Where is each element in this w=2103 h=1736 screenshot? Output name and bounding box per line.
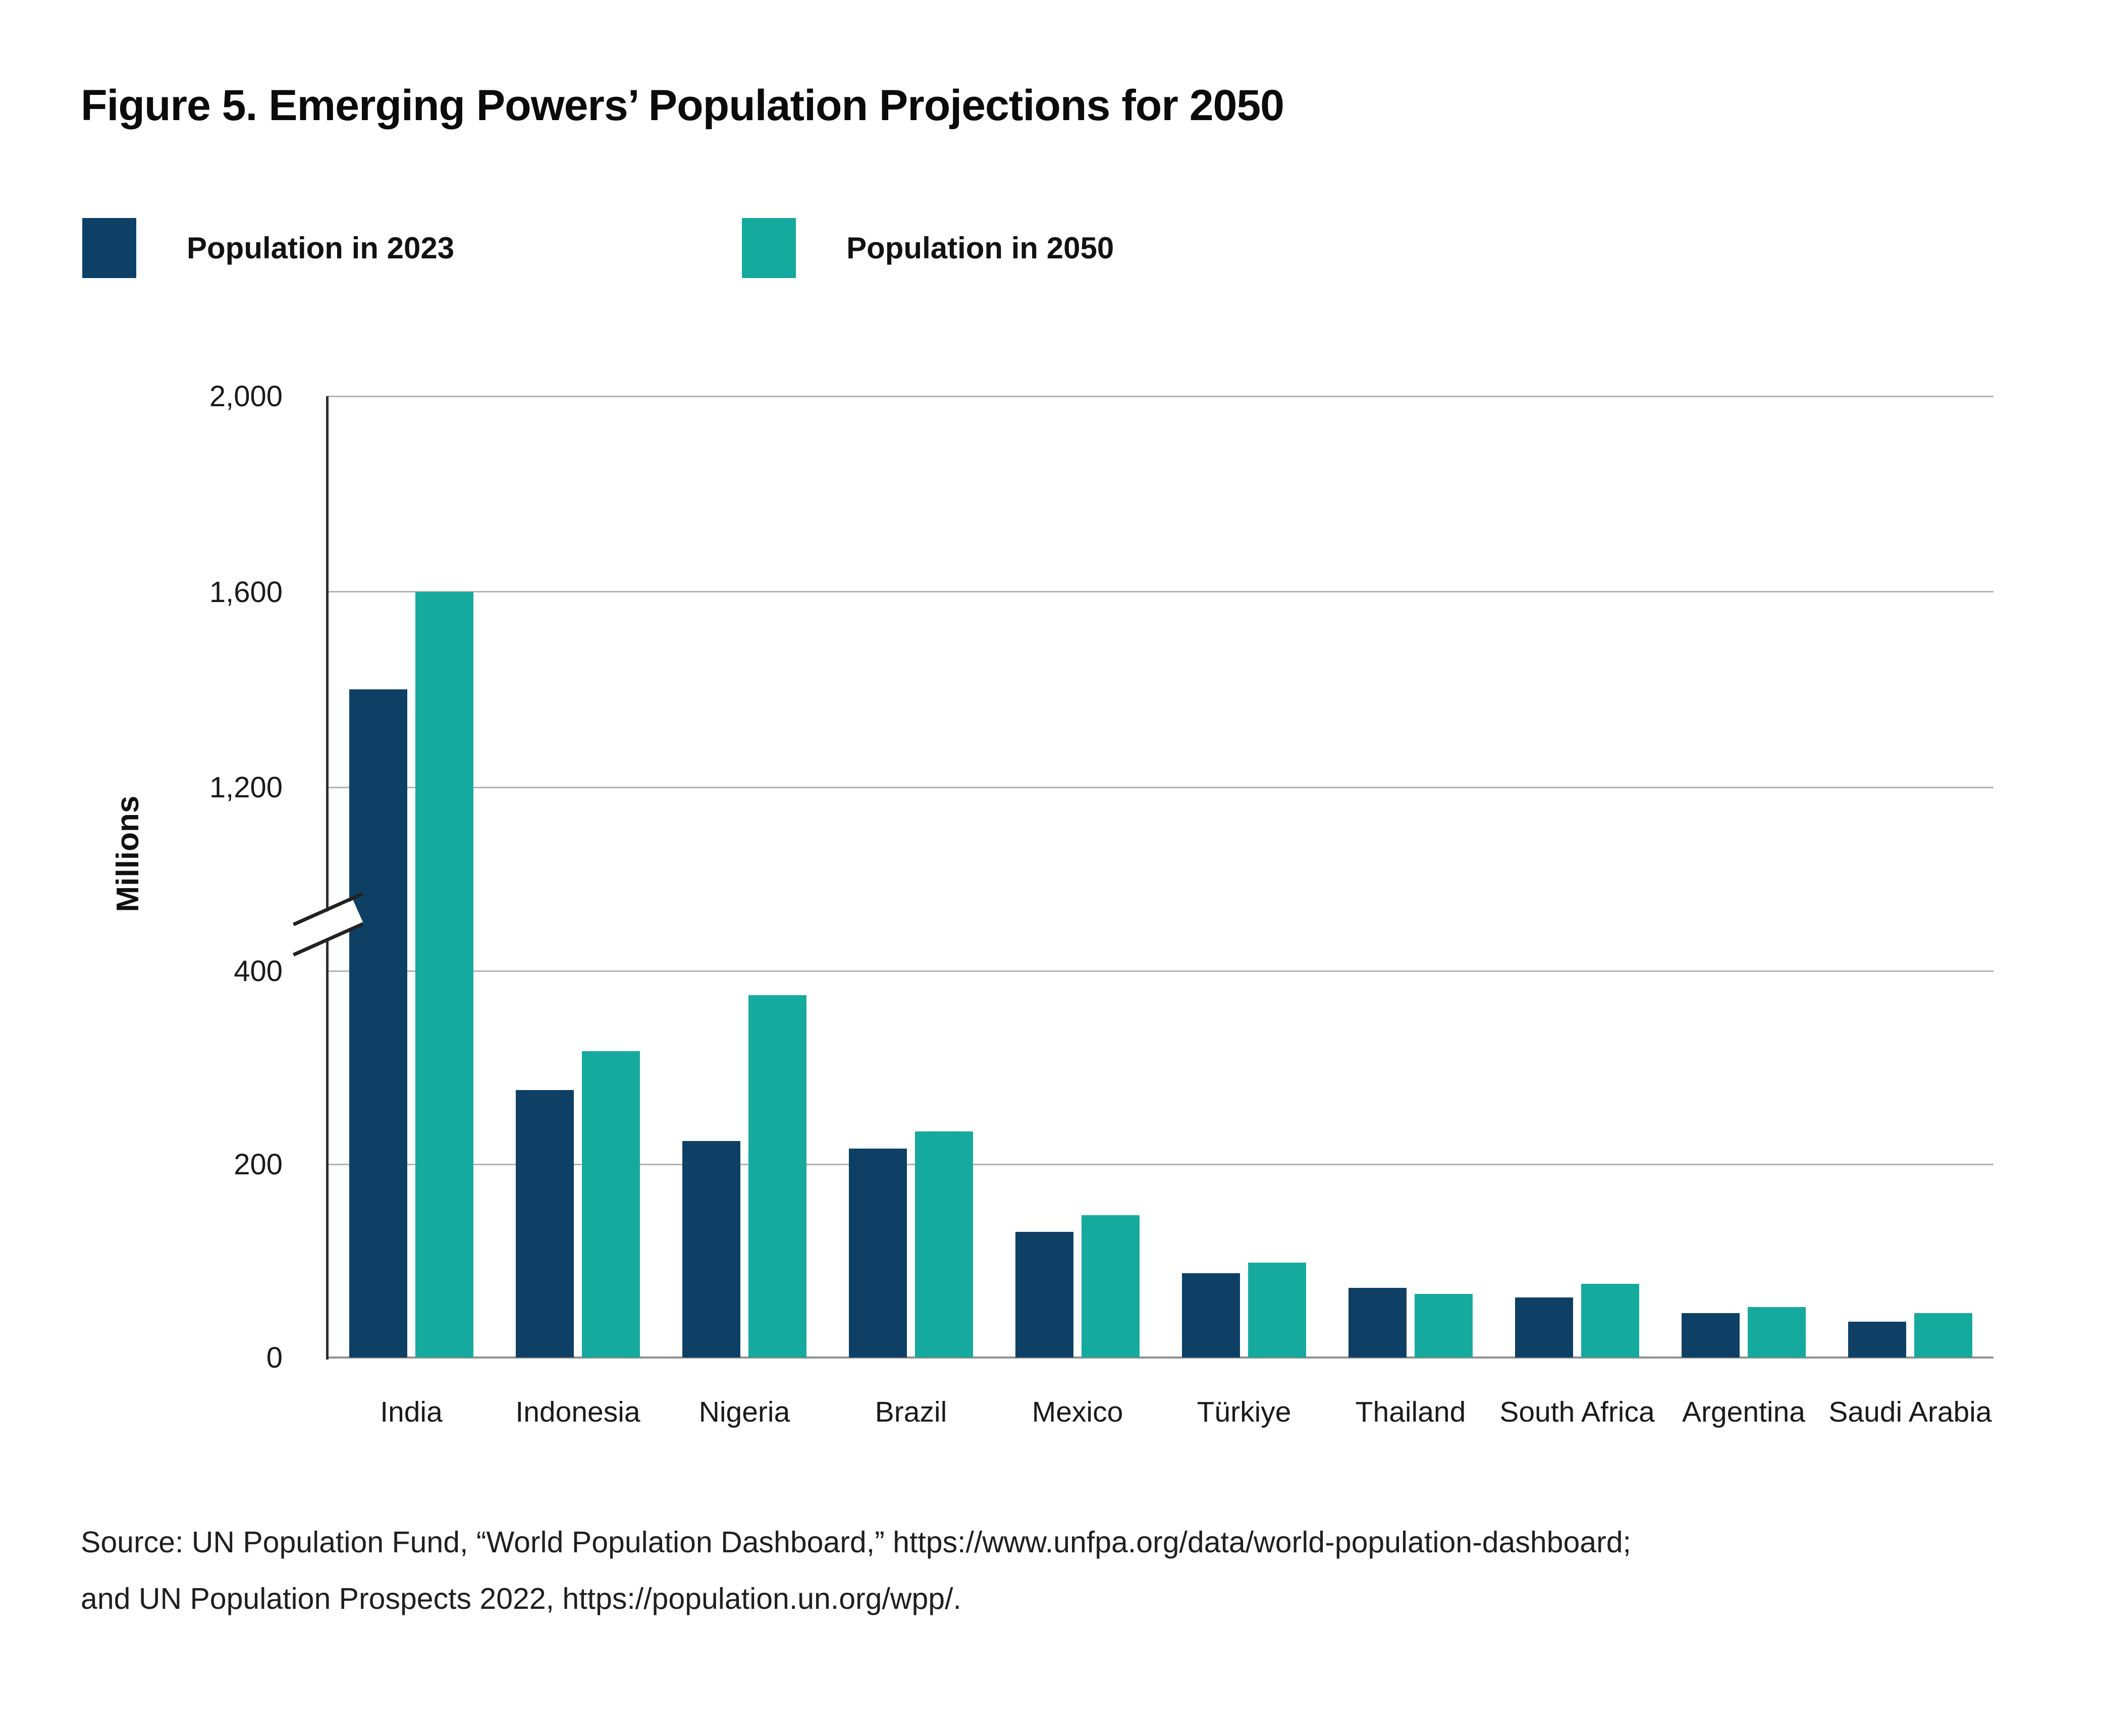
legend-swatch-2050 xyxy=(742,218,796,278)
gridline-1600 xyxy=(328,591,1993,592)
x-label-indonesia: Indonesia xyxy=(515,1396,640,1428)
x-label-brazil: Brazil xyxy=(875,1396,947,1428)
bar-mexico-2050 xyxy=(1082,1215,1140,1358)
x-label-saudi-arabia: Saudi Arabia xyxy=(1828,1396,1992,1428)
bar-indonesia-2023 xyxy=(516,1090,574,1358)
bar-india-2050 xyxy=(415,591,473,1358)
figure-title: Figure 5. Emerging Powers’ Population Pr… xyxy=(81,81,1284,130)
legend: Population in 2023 Population in 2050 xyxy=(82,218,1114,278)
y-axis-line xyxy=(326,396,329,1360)
y-tick-label-1600: 1,600 xyxy=(209,575,283,609)
x-label-south-africa: South Africa xyxy=(1499,1396,1655,1428)
bar-nigeria-2050 xyxy=(748,995,806,1358)
source-line-1: Source: UN Population Fund, “World Popul… xyxy=(81,1526,1631,1559)
bar-saudi-arabia-2050 xyxy=(1914,1313,1972,1358)
x-label-argentina: Argentina xyxy=(1682,1396,1805,1428)
bar-indonesia-2050 xyxy=(582,1051,640,1358)
gridline-1200 xyxy=(328,786,1993,788)
gridline-2000 xyxy=(328,395,1993,397)
x-label-nigeria: Nigeria xyxy=(698,1396,790,1428)
bar-brazil-2050 xyxy=(915,1131,973,1358)
legend-swatch-2023 xyxy=(82,218,136,278)
legend-label-2023: Population in 2023 xyxy=(187,231,455,265)
gridline-200 xyxy=(328,1163,1993,1165)
y-tick-label-2000: 2,000 xyxy=(209,380,283,413)
legend-item-2050: Population in 2050 xyxy=(742,218,1114,278)
bar-argentina-2050 xyxy=(1748,1307,1806,1358)
x-label-türkiye: Türkiye xyxy=(1197,1396,1291,1428)
x-label-mexico: Mexico xyxy=(1032,1396,1123,1428)
bar-india-2023 xyxy=(349,689,407,1358)
gridline-400 xyxy=(328,970,1993,972)
x-axis-line xyxy=(328,1357,1993,1359)
bar-brazil-2023 xyxy=(849,1149,907,1358)
bar-nigeria-2023 xyxy=(682,1141,740,1358)
source-note: Source: UN Population Fund, “World Popul… xyxy=(81,1514,1631,1627)
legend-label-2050: Population in 2050 xyxy=(846,231,1114,265)
bar-south-africa-2050 xyxy=(1581,1284,1639,1358)
bar-türkiye-2050 xyxy=(1248,1263,1306,1358)
bar-argentina-2023 xyxy=(1682,1313,1740,1358)
bar-türkiye-2023 xyxy=(1182,1273,1240,1358)
bar-mexico-2023 xyxy=(1015,1232,1073,1358)
y-tick-label-200: 200 xyxy=(234,1148,283,1181)
bar-thailand-2023 xyxy=(1349,1288,1407,1358)
y-tick-label-1200: 1,200 xyxy=(209,771,283,804)
x-label-thailand: Thailand xyxy=(1355,1396,1466,1428)
bar-saudi-arabia-2023 xyxy=(1848,1322,1906,1358)
bar-thailand-2050 xyxy=(1415,1293,1473,1358)
x-label-india: India xyxy=(380,1396,443,1428)
source-line-2: and UN Population Prospects 2022, https:… xyxy=(81,1582,961,1615)
bar-south-africa-2023 xyxy=(1515,1297,1573,1358)
legend-item-2023: Population in 2023 xyxy=(82,218,454,278)
y-tick-label-0: 0 xyxy=(266,1341,283,1374)
y-tick-label-400: 400 xyxy=(234,955,283,988)
